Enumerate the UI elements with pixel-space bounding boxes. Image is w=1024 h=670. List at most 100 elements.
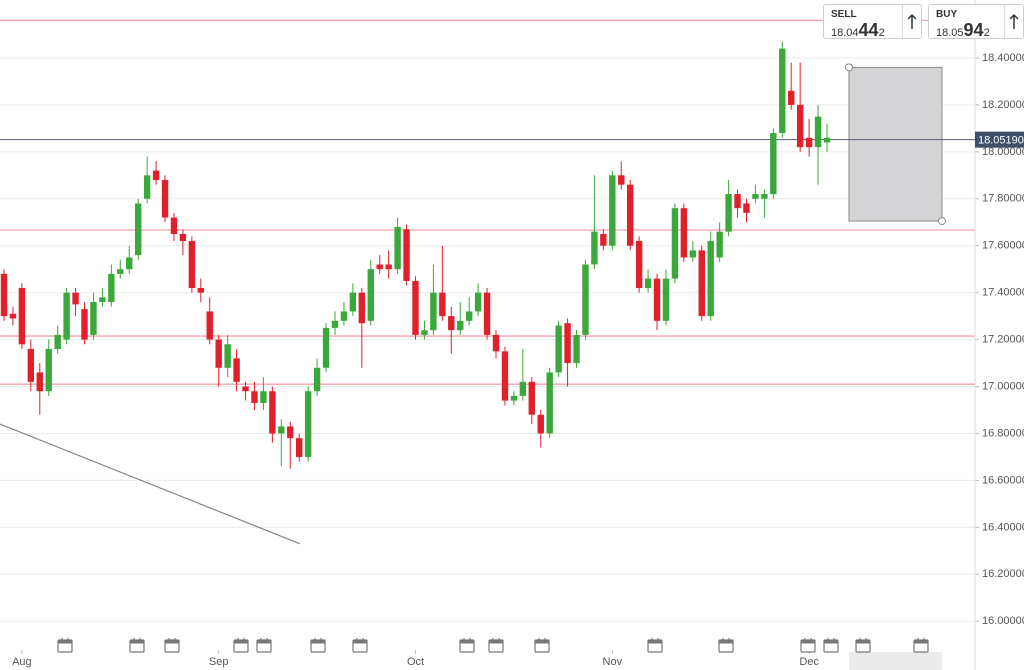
buy-button[interactable]: BUY 18.05942 — [928, 4, 1024, 41]
candle-body — [689, 250, 697, 258]
calendar-icon — [534, 638, 550, 653]
calendar-icon — [233, 638, 249, 653]
box-handle — [845, 63, 853, 72]
candle-body — [81, 309, 88, 340]
candle-body — [9, 313, 17, 319]
candle-body — [72, 292, 79, 305]
arrow-icon — [902, 5, 917, 38]
icon-header — [535, 640, 549, 644]
candle-body — [63, 292, 70, 340]
candle-body — [698, 250, 705, 317]
candle-body — [465, 311, 473, 321]
candle-body — [269, 391, 276, 434]
candle-body — [206, 311, 213, 340]
price-head: 18.04 — [831, 27, 859, 39]
icon-header — [353, 640, 367, 644]
candle-body — [573, 334, 580, 364]
y-tick-label: 17.40000 — [982, 287, 1024, 299]
candle-body — [45, 348, 52, 392]
candle-body — [653, 278, 661, 321]
candle-body — [537, 414, 544, 434]
candle-body — [304, 391, 312, 457]
icon-header — [719, 640, 733, 644]
candle-body — [770, 133, 777, 195]
candle-body — [644, 278, 652, 288]
x-tick-label: Aug — [12, 656, 32, 668]
icon-header — [257, 640, 271, 644]
calendar-icon — [164, 638, 180, 653]
candle-body — [18, 287, 26, 345]
candle-body — [761, 194, 768, 199]
candle-body — [349, 292, 357, 312]
y-tick-label: 16.40000 — [982, 521, 1024, 533]
candle-body — [716, 231, 723, 258]
price-big: 44 — [858, 20, 879, 40]
candle-body — [680, 208, 688, 258]
icon-header — [914, 640, 928, 644]
candle-body — [117, 269, 124, 274]
candle-body — [170, 217, 178, 234]
candle-body — [519, 381, 527, 396]
y-tick-label: 17.00000 — [982, 380, 1024, 392]
price-tail: 2 — [983, 27, 990, 39]
buy-label: BUY — [936, 9, 958, 20]
candle-body — [528, 381, 535, 415]
icon-header — [165, 640, 179, 644]
candle-body — [340, 311, 348, 321]
candle-body — [805, 137, 813, 148]
icon-header — [234, 640, 248, 644]
candle-body — [662, 278, 670, 321]
candle-body — [600, 233, 607, 246]
box-projection — [849, 652, 942, 670]
y-tick-label: 17.20000 — [982, 334, 1024, 346]
candle-body — [36, 372, 43, 392]
candle-body — [358, 292, 366, 324]
sell-button[interactable]: SELL 18.04442 — [823, 4, 922, 41]
candle-body — [233, 358, 240, 382]
calendar-icon — [459, 638, 475, 653]
icon-header — [824, 640, 838, 644]
x-tick-label: Oct — [407, 656, 424, 668]
candle-body — [331, 320, 339, 328]
candle-body — [421, 330, 428, 335]
icon-header — [460, 640, 474, 644]
candle-body — [743, 203, 750, 213]
y-tick-label: 18.00000 — [982, 146, 1024, 158]
candle-body — [752, 194, 759, 199]
candle-body — [439, 292, 446, 317]
candle-body — [313, 367, 321, 392]
price-tail: 2 — [878, 27, 885, 39]
icon-header — [311, 640, 325, 644]
candle-body — [260, 391, 267, 403]
calendar-icon — [647, 638, 663, 653]
sell-price: 18.04442 — [831, 20, 885, 41]
y-tick-label: 17.80000 — [982, 193, 1024, 205]
candle-body — [161, 180, 169, 218]
icon-header — [856, 640, 870, 644]
candle-body — [448, 316, 455, 331]
candle-body — [296, 438, 303, 457]
candle-body — [90, 302, 97, 335]
y-tick-label: 18.20000 — [982, 99, 1024, 111]
current-price-label: 18.05190 — [978, 135, 1024, 147]
calendar-icon — [57, 638, 73, 653]
candle-body — [108, 273, 115, 303]
candle-body — [134, 203, 142, 256]
x-tick-label: Sep — [209, 656, 229, 668]
arrow-icon — [1004, 5, 1019, 38]
icon-header — [801, 640, 815, 644]
candle-body — [224, 344, 231, 368]
candle-body — [546, 372, 553, 434]
candle-body — [278, 426, 285, 434]
range-box — [848, 66, 943, 222]
calendar-icon — [800, 638, 816, 653]
y-tick-label: 16.80000 — [982, 427, 1024, 439]
buy-price: 18.05942 — [936, 20, 990, 41]
y-tick-label: 18.40000 — [982, 52, 1024, 64]
icon-header — [58, 640, 72, 644]
price-big: 94 — [963, 20, 984, 40]
candle-body — [725, 194, 732, 232]
calendar-icon — [913, 638, 929, 653]
candle-body — [635, 241, 643, 288]
